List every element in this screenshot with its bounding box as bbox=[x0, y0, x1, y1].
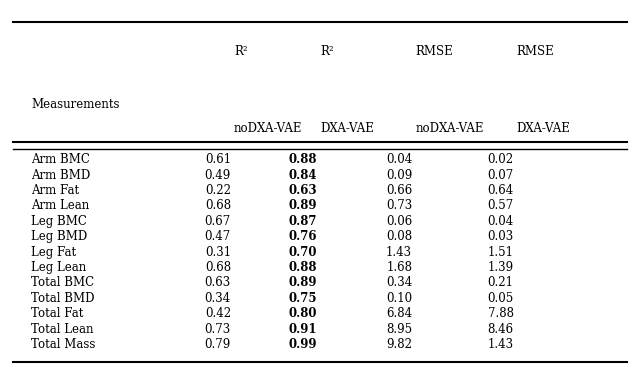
Text: Leg BMD: Leg BMD bbox=[31, 230, 88, 243]
Text: Arm BMC: Arm BMC bbox=[31, 153, 90, 166]
Text: 0.61: 0.61 bbox=[205, 153, 231, 166]
Text: 0.10: 0.10 bbox=[386, 292, 412, 305]
Text: 0.67: 0.67 bbox=[205, 215, 231, 228]
Text: 0.34: 0.34 bbox=[386, 276, 412, 289]
Text: 9.82: 9.82 bbox=[386, 338, 412, 351]
Text: Leg Fat: Leg Fat bbox=[31, 245, 76, 258]
Text: 0.57: 0.57 bbox=[487, 199, 513, 212]
Text: R²: R² bbox=[320, 45, 333, 57]
Text: 0.88: 0.88 bbox=[289, 261, 317, 274]
Text: 0.63: 0.63 bbox=[205, 276, 231, 289]
Text: 0.88: 0.88 bbox=[289, 153, 317, 166]
Text: 1.43: 1.43 bbox=[386, 245, 412, 258]
Text: Total BMC: Total BMC bbox=[31, 276, 94, 289]
Text: 0.87: 0.87 bbox=[289, 215, 317, 228]
Text: 6.84: 6.84 bbox=[386, 307, 412, 320]
Text: 0.06: 0.06 bbox=[386, 215, 412, 228]
Text: DXA-VAE: DXA-VAE bbox=[320, 122, 374, 135]
Text: 0.09: 0.09 bbox=[386, 169, 412, 182]
Text: Total Lean: Total Lean bbox=[31, 323, 93, 336]
Text: 0.91: 0.91 bbox=[289, 323, 317, 336]
Text: 1.51: 1.51 bbox=[488, 245, 513, 258]
Text: Leg Lean: Leg Lean bbox=[31, 261, 86, 274]
Text: 0.04: 0.04 bbox=[487, 215, 513, 228]
Text: 1.68: 1.68 bbox=[386, 261, 412, 274]
Text: 0.08: 0.08 bbox=[386, 230, 412, 243]
Text: noDXA-VAE: noDXA-VAE bbox=[234, 122, 303, 135]
Text: 0.89: 0.89 bbox=[289, 276, 317, 289]
Text: Leg BMC: Leg BMC bbox=[31, 215, 87, 228]
Text: RMSE: RMSE bbox=[415, 45, 453, 57]
Text: 1.39: 1.39 bbox=[488, 261, 513, 274]
Text: 0.34: 0.34 bbox=[205, 292, 231, 305]
Text: 0.04: 0.04 bbox=[386, 153, 412, 166]
Text: Arm BMD: Arm BMD bbox=[31, 169, 90, 182]
Text: 8.46: 8.46 bbox=[488, 323, 513, 336]
Text: 0.76: 0.76 bbox=[289, 230, 317, 243]
Text: 0.21: 0.21 bbox=[488, 276, 513, 289]
Text: Total Mass: Total Mass bbox=[31, 338, 95, 351]
Text: Total BMD: Total BMD bbox=[31, 292, 95, 305]
Text: 0.80: 0.80 bbox=[289, 307, 317, 320]
Text: 0.05: 0.05 bbox=[487, 292, 513, 305]
Text: 0.64: 0.64 bbox=[487, 184, 513, 197]
Text: Total Fat: Total Fat bbox=[31, 307, 84, 320]
Text: RMSE: RMSE bbox=[516, 45, 554, 57]
Text: Measurements: Measurements bbox=[31, 98, 120, 111]
Text: 0.03: 0.03 bbox=[487, 230, 513, 243]
Text: Arm Lean: Arm Lean bbox=[31, 199, 90, 212]
Text: 0.89: 0.89 bbox=[289, 199, 317, 212]
Text: 0.42: 0.42 bbox=[205, 307, 231, 320]
Text: 0.07: 0.07 bbox=[487, 169, 513, 182]
Text: 0.68: 0.68 bbox=[205, 199, 231, 212]
Text: noDXA-VAE: noDXA-VAE bbox=[415, 122, 484, 135]
Text: 1.43: 1.43 bbox=[488, 338, 513, 351]
Text: 0.68: 0.68 bbox=[205, 261, 231, 274]
Text: 7.88: 7.88 bbox=[488, 307, 513, 320]
Text: 0.66: 0.66 bbox=[386, 184, 412, 197]
Text: 0.84: 0.84 bbox=[289, 169, 317, 182]
Text: 0.31: 0.31 bbox=[205, 245, 231, 258]
Text: 0.75: 0.75 bbox=[289, 292, 317, 305]
Text: 0.99: 0.99 bbox=[289, 338, 317, 351]
Text: 0.73: 0.73 bbox=[386, 199, 412, 212]
Text: 0.22: 0.22 bbox=[205, 184, 231, 197]
Text: DXA-VAE: DXA-VAE bbox=[516, 122, 570, 135]
Text: 8.95: 8.95 bbox=[386, 323, 412, 336]
Text: 0.47: 0.47 bbox=[205, 230, 231, 243]
Text: 0.70: 0.70 bbox=[289, 245, 317, 258]
Text: 0.63: 0.63 bbox=[288, 184, 317, 197]
Text: 0.79: 0.79 bbox=[205, 338, 231, 351]
Text: 0.49: 0.49 bbox=[205, 169, 231, 182]
Text: Arm Fat: Arm Fat bbox=[31, 184, 79, 197]
Text: 0.02: 0.02 bbox=[488, 153, 513, 166]
Text: 0.73: 0.73 bbox=[205, 323, 231, 336]
Text: R²: R² bbox=[234, 45, 248, 57]
